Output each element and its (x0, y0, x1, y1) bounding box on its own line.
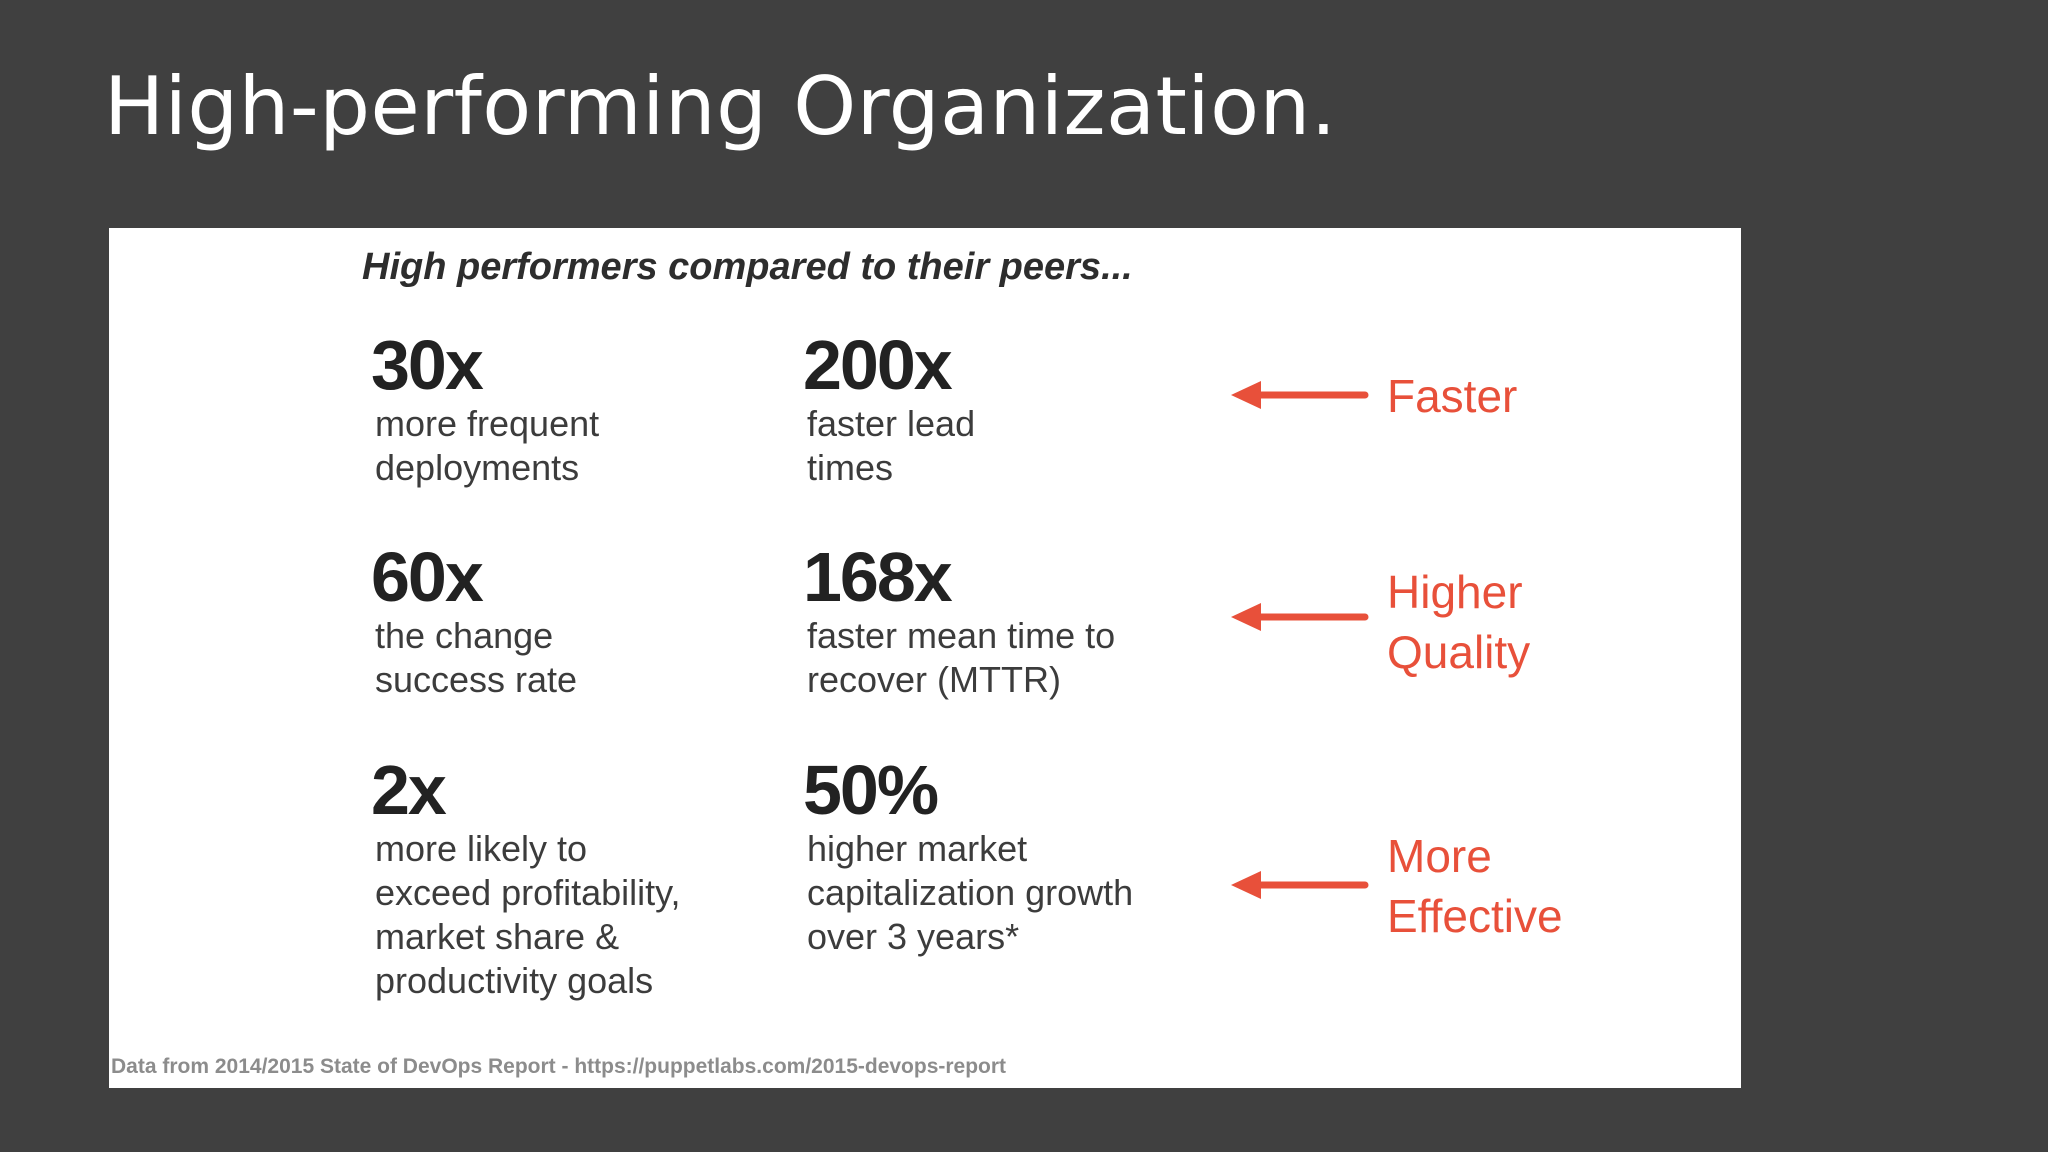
stat-value: 168x (803, 538, 953, 616)
stat-value: 50% (803, 751, 939, 829)
stat-lead-time: 200x faster lead times (803, 328, 975, 490)
stat-market-cap-growth: 50% higher market capitalization growth … (803, 753, 1133, 959)
outcome-higher-quality: Higher Quality (1387, 566, 1531, 678)
stat-description: more likely to exceed profitability, mar… (375, 828, 681, 1001)
stat-value: 2x (371, 751, 447, 829)
stat-description: more frequent deployments (375, 403, 600, 488)
arrow-left-icon (1231, 381, 1369, 409)
stat-value: 200x (803, 326, 953, 404)
stat-description: the change success rate (375, 615, 578, 700)
stat-deployment-frequency: 30x more frequent deployments (371, 328, 599, 490)
report-image: High performers compared to their peers.… (109, 228, 1741, 1088)
stat-description: faster lead times (807, 403, 976, 488)
stat-value: 60x (371, 538, 484, 616)
report-heading: High performers compared to their peers.… (362, 246, 1133, 288)
stat-value: 30x (371, 326, 484, 404)
stat-profitability: 2x more likely to exceed profitability, … (371, 753, 681, 1003)
stat-description: faster mean time to recover (MTTR) (807, 615, 1116, 700)
outcome-faster: Faster (1387, 370, 1518, 422)
slide-title: High-performing Organization. (104, 60, 1337, 153)
stat-change-success-rate: 60x the change success rate (371, 540, 577, 702)
stat-description: higher market capitalization growth over… (807, 828, 1134, 957)
arrow-left-icon (1231, 871, 1369, 899)
outcome-more-effective: More Effective (1387, 830, 1563, 942)
stat-mttr: 168x faster mean time to recover (MTTR) (803, 540, 1115, 702)
arrow-left-icon (1231, 603, 1369, 631)
source-citation: Data from 2014/2015 State of DevOps Repo… (111, 1055, 1007, 1078)
